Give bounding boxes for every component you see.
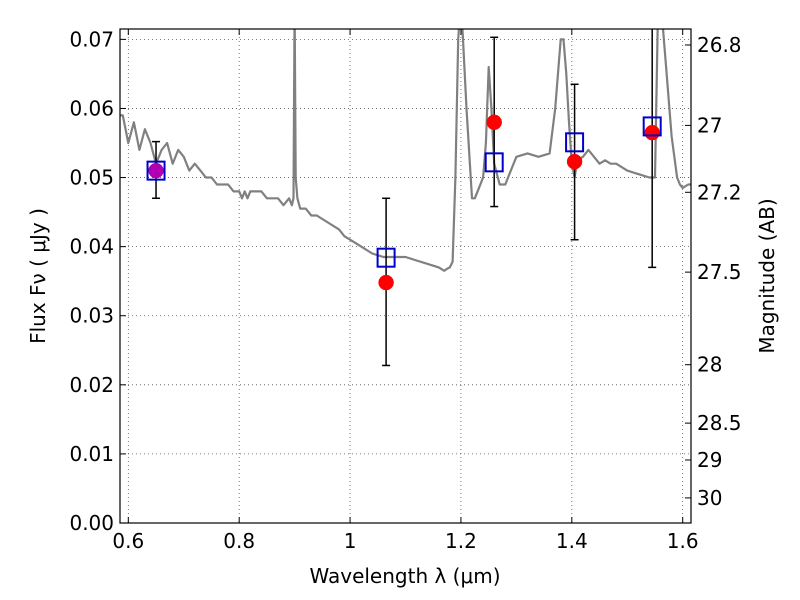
observed-point [378,274,394,291]
mag-tick-label: 29 [697,448,722,472]
y-tick-label: 0.00 [69,511,114,535]
mag-tick-label: 30 [697,486,722,510]
y-tick-label: 0.05 [69,166,114,190]
mag-tick-label: 26.8 [697,33,742,57]
plot-frame [119,28,692,524]
model-spectrum-line [120,29,691,272]
model-bandpass-box [376,247,396,268]
x-tick-label: 1.6 [667,529,699,553]
y-tick-label: 0.03 [69,304,114,328]
y-axis-right-label: Magnitude (AB) [755,198,779,353]
axis-ticks: 0.6 0.8 1 1.2 1.4 1.6 0.00 0.01 0.02 0.03 0.04 0.05… [69,27,741,553]
plot-area [120,29,691,367]
observed-point [148,162,164,179]
y-axis-label: Flux Fν ( μJy ) [26,208,50,344]
x-tick-label: 1 [344,529,357,553]
mag-tick-label: 27 [697,113,722,137]
model-bandpass-box [484,152,504,173]
observed-point [566,153,583,170]
y-tick-label: 0.07 [69,27,114,51]
model-bandpass-box [146,160,166,181]
x-tick-label: 1.2 [445,529,477,553]
model-bandpass-box [565,132,585,153]
mag-tick-label: 27.2 [697,180,742,204]
model-bandpass-box [642,116,662,137]
y-tick-label: 0.02 [69,373,114,397]
mag-tick-label: 27.5 [697,260,742,284]
observed-point [486,114,502,131]
mag-tick-label: 28 [697,353,722,377]
x-tick-label: 0.6 [112,529,144,553]
x-tick-label: 0.8 [223,529,255,553]
y-tick-label: 0.06 [69,96,114,120]
x-tick-label: 1.4 [556,529,588,553]
mag-tick-label: 28.5 [697,411,742,435]
observed-point [644,124,660,141]
y-tick-label: 0.04 [69,235,114,259]
y-tick-label: 0.01 [69,442,114,466]
x-axis-label: Wavelength λ (μm) [309,564,500,588]
